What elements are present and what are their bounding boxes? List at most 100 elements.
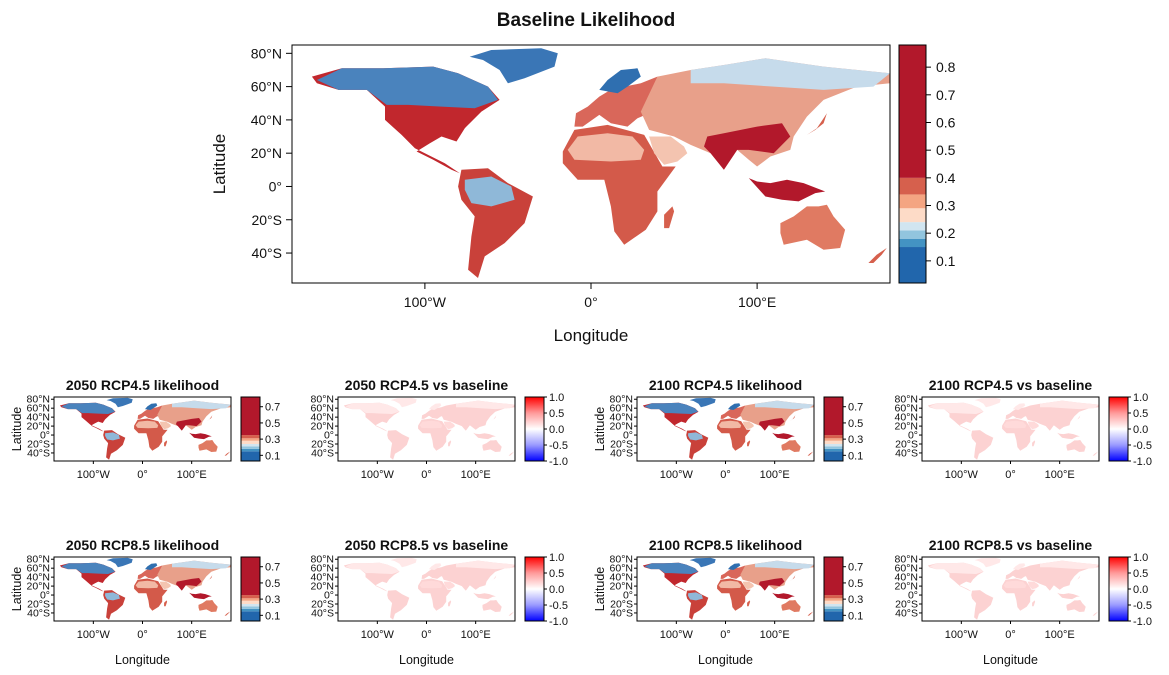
main-map-landmasses [311,48,890,278]
small-colorbar-tick-label: 0.5 [1133,568,1148,580]
main-map-title: Baseline Likelihood [497,10,675,31]
small-map-8-sahara [1003,580,1027,589]
small-lon-tick-label: 100°W [77,469,111,481]
small-colorbar-tick-label: 0.5 [549,408,564,420]
small-map-6-landmasses [343,557,515,620]
small-x-axis-label: Longitude [698,653,753,667]
small-map-7-europe [720,565,746,579]
small-lat-tick-label: 80°N [610,554,633,566]
small-colorbar-tick-label: 1.0 [1133,552,1148,564]
small-map-2-greenland [390,397,417,408]
small-map-3-new-zealand [807,451,813,456]
small-panel-title: 2100 RCP4.5 vs baseline [929,377,1093,393]
small-colorbar-band [241,606,260,609]
small-map-6-europe [421,565,447,579]
small-map-1-sahara [135,420,159,429]
small-lat-tick-label: 0° [324,590,334,602]
main-map-madagascar [664,206,675,229]
main-lat-tick-label: 20°N [251,145,282,161]
small-map-7-amazon [688,592,703,601]
small-map-1-siberia [172,400,231,410]
small-panel-1: 2050 RCP4.5 likelihood80°N60°N40°N20°N0°… [10,377,280,481]
small-colorbar-tick-label: -1.0 [1133,456,1152,468]
small-colorbar-tick-label: 0.0 [1133,584,1148,596]
small-lat-tick-label: 20°N [610,421,633,433]
small-map-1-amazon [105,432,120,441]
small-colorbar-band [824,603,843,607]
small-colorbar-tick-label: 0.5 [848,578,863,590]
small-colorbar-band [824,448,843,452]
small-colorbar-tick-label: 0.0 [549,424,564,436]
small-map-8-japan [1074,575,1081,582]
small-map-4-greenland [974,397,1001,408]
small-map-3-madagascar [747,440,751,447]
small-lon-tick-label: 100°W [945,469,979,481]
main-map-arabia [649,136,688,165]
small-colorbar-tick-label: 0.3 [265,594,280,606]
main-colorbar-band [899,177,926,195]
main-colorbar-tick-label: 0.6 [936,114,956,130]
small-colorbar-band [241,440,260,444]
main-lat-tick-label: 0° [269,178,282,194]
small-map-2-arabia [443,421,455,430]
small-lat-tick-label: 60°N [895,563,918,575]
main-colorbar-tick-label: 0.8 [936,59,956,75]
small-map-5-greenland [106,557,133,568]
main-lon-tick-label: 100°W [404,294,447,310]
small-colorbar-tick-label: 0.1 [265,610,280,622]
small-colorbar-band [241,443,260,447]
small-map-8-canada [929,562,983,574]
main-map-panel: Baseline Likelihood 80°N 60°N 40°N 20°N 0° 20… [210,10,956,345]
main-colorbar-tick-label: 0.7 [936,87,956,103]
small-map-3-india-china [758,418,785,431]
small-colorbar-band [241,600,260,604]
small-map-3-japan [789,415,796,422]
small-map-4-australia [1066,440,1086,452]
small-lon-tick-label: 0° [137,629,148,641]
main-colorbar-band [899,45,926,178]
small-map-2-sahara [419,420,443,429]
small-map-8-madagascar [1032,600,1036,607]
small-map-4-amazon [973,432,988,441]
small-lat-tick-label: 40°N [311,572,334,584]
small-map-1-arabia [159,421,171,430]
small-lat-tick-label: 60°N [27,563,50,575]
small-map-1-indonesia [189,432,212,440]
main-lat-tick-label: 40°N [251,112,282,128]
small-lon-tick-label: 100°W [361,469,395,481]
main-colorbar-band [899,238,926,248]
small-map-8-europe [1005,565,1031,579]
small-colorbar-band [241,595,260,599]
small-lon-tick-label: 100°E [1045,469,1075,481]
small-colorbar-tick-label: 0.3 [848,594,863,606]
small-lon-tick-label: 100°E [461,629,491,641]
small-lat-tick-label: 40°N [895,412,918,424]
small-lat-tick-label: 20°S [610,598,633,610]
small-colorbar-tick-label: 0.5 [1133,408,1148,420]
small-map-8-greenland [974,557,1001,568]
small-map-8-siberia [1040,560,1099,570]
small-lon-tick-label: 100°E [177,469,207,481]
small-map-6-australia [482,600,502,612]
small-colorbar-tick-label: -0.5 [1133,440,1152,452]
small-colorbar-tick-label: 0.7 [848,562,863,574]
small-lat-tick-label: 20°S [27,438,50,450]
small-map-5-japan [206,575,213,582]
small-colorbar-band [824,557,843,596]
small-diff-colorbar [524,556,545,622]
small-lat-tick-label: 60°N [27,403,50,415]
small-map-2-amazon [389,432,404,441]
small-colorbar-tick-label: 0.1 [848,450,863,462]
small-lat-tick-label: 0° [40,590,50,602]
small-lat-tick-label: 60°N [610,403,633,415]
small-map-8-scandinavia [1013,563,1026,570]
small-lon-tick-label: 0° [421,469,432,481]
small-map-2-europe [421,405,447,419]
small-panel-6: 2050 RCP8.5 vs baseline80°N60°N40°N20°N0… [311,537,568,667]
small-colorbar-tick-label: 0.5 [265,418,280,430]
small-colorbar-frame [823,396,844,462]
small-diff-colorbar [1108,396,1129,462]
small-lat-tick-label: 80°N [27,394,50,406]
small-map-5-canada [61,562,115,574]
